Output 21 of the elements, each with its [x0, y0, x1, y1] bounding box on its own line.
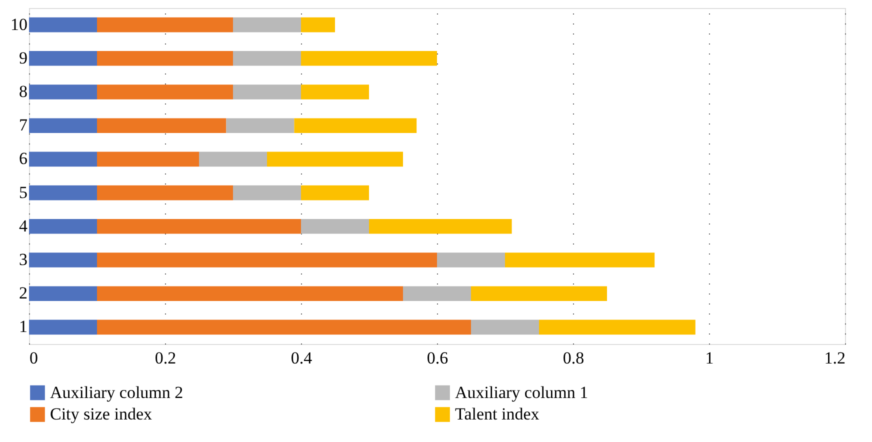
y-tick-label: 5 [19, 182, 28, 202]
y-tick-label: 6 [19, 149, 28, 168]
y-tick-label: 7 [19, 116, 28, 135]
legend-label: Talent index [455, 404, 540, 424]
x-tick-label: 0.2 [154, 348, 176, 368]
x-tick-label: 0.4 [290, 348, 313, 368]
y-tick-label: 10 [10, 14, 28, 34]
x-tick-label: 0 [30, 348, 38, 368]
x-tick-label: 1 [705, 348, 714, 368]
legend-label: Auxiliary column 2 [50, 382, 184, 402]
legend-label: Auxiliary column 1 [455, 382, 588, 402]
y-tick-label: 2 [19, 284, 28, 303]
x-tick-label: 0.6 [426, 348, 448, 368]
y-tick-label: 1 [19, 317, 28, 336]
y-tick-label: 8 [19, 82, 28, 101]
y-tick-label: 3 [19, 250, 28, 269]
y-tick-label: 4 [19, 216, 28, 236]
x-tick-label: 1.2 [824, 348, 846, 368]
legend-label: City size index [50, 404, 152, 424]
x-tick-label: 0.8 [562, 348, 584, 368]
y-tick-label: 9 [19, 48, 28, 68]
